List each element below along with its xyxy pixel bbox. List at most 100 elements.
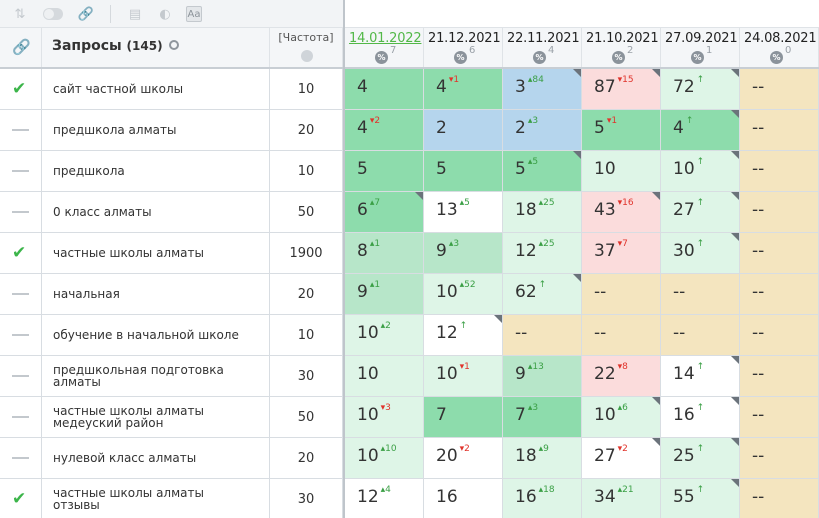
date-label[interactable]: 21.10.2021 bbox=[586, 31, 659, 46]
table-row[interactable]: предшкольная подготовка алматы 30 10 10 ▾1 9 ▴… bbox=[0, 356, 819, 397]
table-row[interactable]: ✔ частные школы алматы отзывы 30 12 ▴4 16 16 ▴1… bbox=[0, 479, 819, 518]
corner-marker-icon[interactable] bbox=[652, 438, 660, 446]
contrast-icon[interactable]: ◐ bbox=[159, 6, 171, 22]
position-cell[interactable]: -- bbox=[661, 315, 740, 355]
position-cell[interactable]: 16 ▴18 bbox=[503, 479, 582, 518]
position-cell[interactable]: 10 ▴2 bbox=[345, 315, 424, 355]
position-cell[interactable]: 5 bbox=[345, 151, 424, 191]
position-cell[interactable]: 22 ▾8 bbox=[582, 356, 661, 396]
dash-icon[interactable] bbox=[12, 375, 29, 377]
status-cell[interactable]: ✔ bbox=[0, 479, 42, 518]
position-cell[interactable]: 13 ▴5 bbox=[424, 192, 503, 232]
corner-marker-icon[interactable] bbox=[731, 233, 739, 241]
position-cell[interactable]: 9 ▴3 bbox=[424, 233, 503, 273]
header-frequency-column[interactable]: [Частота] bbox=[270, 28, 343, 68]
percent-icon[interactable]: % bbox=[454, 51, 467, 64]
position-cell[interactable]: 5 ▾1 bbox=[582, 110, 661, 150]
position-cell[interactable]: -- bbox=[740, 397, 819, 437]
percent-icon[interactable]: % bbox=[375, 51, 388, 64]
position-cell[interactable]: -- bbox=[740, 151, 819, 191]
corner-marker-icon[interactable] bbox=[652, 69, 660, 77]
position-cell[interactable]: 9 ▴13 bbox=[503, 356, 582, 396]
table-row[interactable]: обучение в начальной школе 10 10 ▴2 12 ↑ -- -- -… bbox=[0, 315, 819, 356]
status-cell[interactable] bbox=[0, 397, 42, 437]
status-cell[interactable] bbox=[0, 356, 42, 396]
checkmark-icon[interactable]: ✔ bbox=[12, 79, 27, 99]
corner-marker-icon[interactable] bbox=[573, 151, 581, 159]
position-cell[interactable]: 10 ▴10 bbox=[345, 438, 424, 478]
table-row[interactable]: предшкола 10 5 5 5 ▴5 10 10 ↑ -- bbox=[0, 151, 819, 192]
position-cell[interactable]: -- bbox=[740, 69, 819, 109]
position-cell[interactable]: 10 ▾1 bbox=[424, 356, 503, 396]
date-column-header[interactable]: 24.08.2021% 0 bbox=[740, 28, 819, 68]
link-icon[interactable]: 🔗 bbox=[77, 6, 95, 22]
chain-link-icon[interactable]: 🔗 bbox=[12, 38, 31, 56]
position-cell[interactable]: 72 ↑ bbox=[661, 69, 740, 109]
dash-icon[interactable] bbox=[12, 129, 29, 131]
date-label[interactable]: 24.08.2021 bbox=[744, 31, 817, 46]
position-cell[interactable]: -- bbox=[740, 110, 819, 150]
position-cell[interactable]: -- bbox=[740, 274, 819, 314]
position-cell[interactable]: 6 ▴7 bbox=[345, 192, 424, 232]
position-cell[interactable]: 25 ↑ bbox=[661, 438, 740, 478]
position-cell[interactable]: -- bbox=[740, 192, 819, 232]
dash-icon[interactable] bbox=[12, 416, 29, 418]
position-cell[interactable]: 18 ▴25 bbox=[503, 192, 582, 232]
checkmark-icon[interactable]: ✔ bbox=[12, 489, 27, 509]
position-cell[interactable]: 2 ▴3 bbox=[503, 110, 582, 150]
status-cell[interactable] bbox=[0, 192, 42, 232]
position-cell[interactable]: -- bbox=[582, 274, 661, 314]
position-cell[interactable]: 10 ↑ bbox=[661, 151, 740, 191]
table-row[interactable]: начальная 20 9 ▴1 10 ▴52 62 ↑ -- -- -- bbox=[0, 274, 819, 315]
position-cell[interactable]: 12 ↑ bbox=[424, 315, 503, 355]
position-cell[interactable]: 12 ▴4 bbox=[345, 479, 424, 518]
checkmark-icon[interactable]: ✔ bbox=[12, 243, 27, 263]
dash-icon[interactable] bbox=[12, 170, 29, 172]
position-cell[interactable]: 43 ▾16 bbox=[582, 192, 661, 232]
date-label[interactable]: 22.11.2021 bbox=[507, 31, 580, 46]
position-cell[interactable]: 4 ↑ bbox=[661, 110, 740, 150]
position-cell[interactable]: -- bbox=[740, 315, 819, 355]
table-row[interactable]: нулевой класс алматы 20 10 ▴10 20 ▾2 18 ▴9 27 ▾2 2… bbox=[0, 438, 819, 479]
position-cell[interactable]: 9 ▴1 bbox=[345, 274, 424, 314]
corner-marker-icon[interactable] bbox=[652, 192, 660, 200]
date-column-header[interactable]: 21.12.2021% 6 bbox=[424, 28, 503, 68]
position-cell[interactable]: 10 ▴52 bbox=[424, 274, 503, 314]
position-cell[interactable]: 7 bbox=[424, 397, 503, 437]
table-row[interactable]: частные школы алматы медеуский район 50 10… bbox=[0, 397, 819, 438]
position-cell[interactable]: 8 ▴1 bbox=[345, 233, 424, 273]
status-cell[interactable] bbox=[0, 274, 42, 314]
percent-icon[interactable]: % bbox=[770, 51, 783, 64]
dash-icon[interactable] bbox=[12, 293, 29, 295]
status-cell[interactable]: ✔ bbox=[0, 233, 42, 273]
position-cell[interactable]: 4 bbox=[345, 69, 424, 109]
column-divider[interactable] bbox=[343, 0, 345, 518]
corner-marker-icon[interactable] bbox=[731, 110, 739, 118]
table-row[interactable]: ✔ сайт частной школы 10 4 4 ▾1 3 ▴84 87 ▾15 72 ↑ -- bbox=[0, 69, 819, 110]
position-cell[interactable]: 55 ↑ bbox=[661, 479, 740, 518]
position-cell[interactable]: 4 ▾1 bbox=[424, 69, 503, 109]
date-column-header[interactable]: 14.01.2022% 7 bbox=[345, 28, 424, 68]
position-cell[interactable]: -- bbox=[582, 315, 661, 355]
position-cell[interactable]: 20 ▾2 bbox=[424, 438, 503, 478]
position-cell[interactable]: 7 ▴3 bbox=[503, 397, 582, 437]
corner-marker-icon[interactable] bbox=[415, 192, 423, 200]
sort-icon[interactable]: ⇅ bbox=[14, 6, 26, 22]
status-cell[interactable]: ✔ bbox=[0, 69, 42, 109]
font-icon[interactable]: Aa bbox=[186, 6, 202, 22]
corner-marker-icon[interactable] bbox=[573, 274, 581, 282]
header-query-column[interactable]: Запросы (145) bbox=[42, 28, 270, 68]
position-cell[interactable]: 30 ↑ bbox=[661, 233, 740, 273]
position-cell[interactable]: 62 ↑ bbox=[503, 274, 582, 314]
position-cell[interactable]: -- bbox=[740, 233, 819, 273]
status-cell[interactable] bbox=[0, 110, 42, 150]
table-row[interactable]: 0 класс алматы 50 6 ▴7 13 ▴5 18 ▴25 43 ▾16 27 ↑ -- bbox=[0, 192, 819, 233]
percent-icon[interactable]: % bbox=[691, 51, 704, 64]
position-cell[interactable]: 34 ▴21 bbox=[582, 479, 661, 518]
position-cell[interactable]: 5 ▴5 bbox=[503, 151, 582, 191]
position-cell[interactable]: 27 ▾2 bbox=[582, 438, 661, 478]
position-cell[interactable]: 2 bbox=[424, 110, 503, 150]
position-cell[interactable]: 10 bbox=[582, 151, 661, 191]
position-cell[interactable]: 3 ▴84 bbox=[503, 69, 582, 109]
position-cell[interactable]: 12 ▴25 bbox=[503, 233, 582, 273]
